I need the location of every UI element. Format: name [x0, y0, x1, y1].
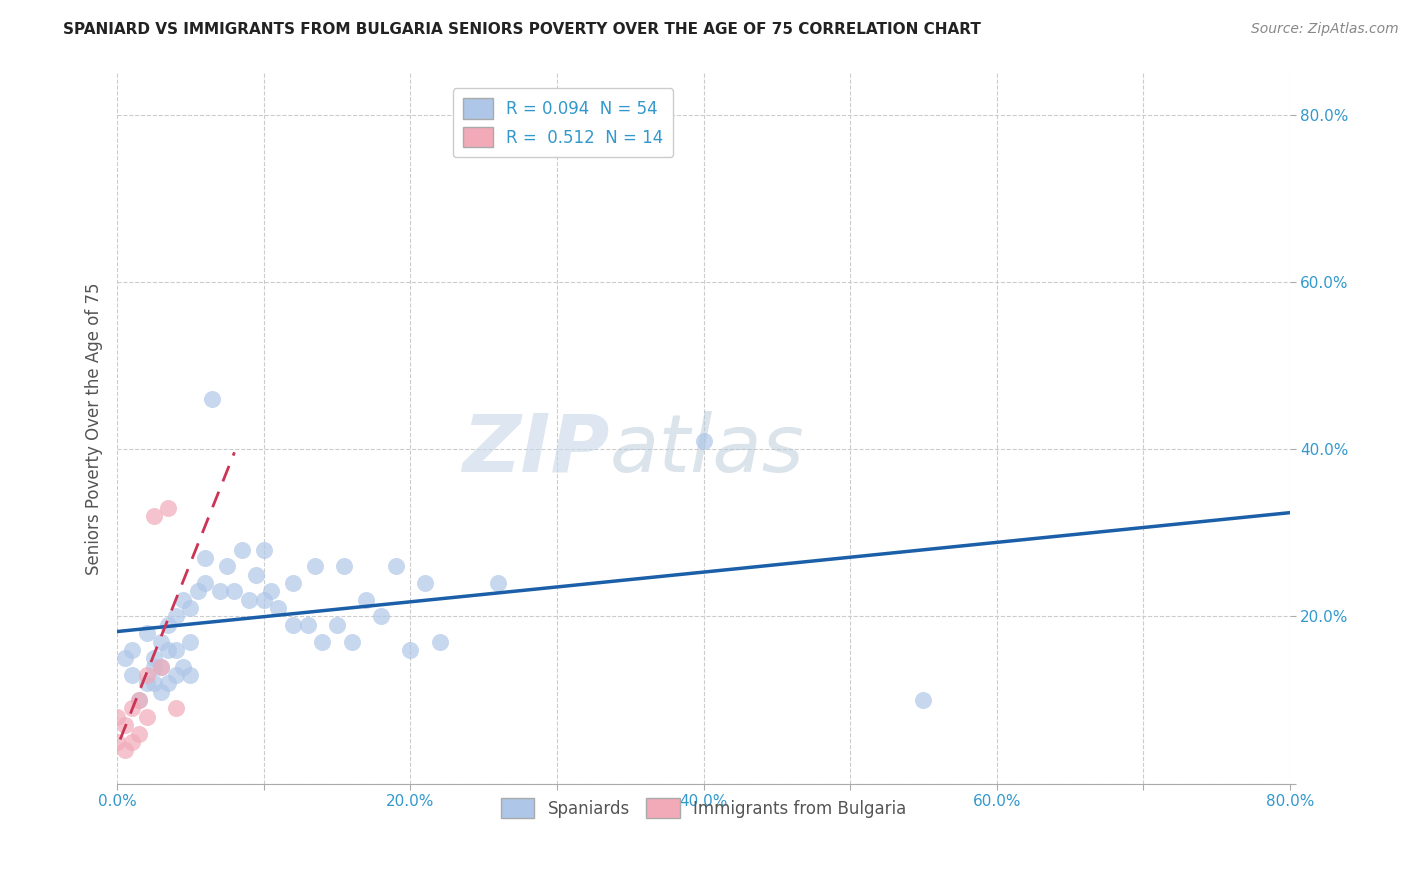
Point: [142, 659, 165, 673]
Point: [135, 668, 157, 682]
Point: [172, 659, 194, 673]
Point: [253, 592, 276, 607]
Point: [150, 634, 173, 648]
Point: [114, 651, 136, 665]
Point: [267, 601, 290, 615]
Point: [179, 668, 201, 682]
Point: [165, 643, 187, 657]
Point: [297, 618, 319, 632]
Point: [165, 668, 187, 682]
Point: [179, 634, 201, 648]
Point: [150, 659, 173, 673]
Point: [281, 576, 304, 591]
Point: [105, 710, 128, 724]
Point: [304, 559, 326, 574]
Point: [121, 643, 143, 657]
Point: [128, 693, 150, 707]
Point: [245, 567, 267, 582]
Point: [311, 634, 333, 648]
Point: [121, 668, 143, 682]
Point: [486, 576, 509, 591]
Point: [260, 584, 283, 599]
Point: [253, 542, 276, 557]
Point: [157, 618, 180, 632]
Text: SPANIARD VS IMMIGRANTS FROM BULGARIA SENIORS POVERTY OVER THE AGE OF 75 CORRELAT: SPANIARD VS IMMIGRANTS FROM BULGARIA SEN…: [63, 22, 981, 37]
Point: [429, 634, 451, 648]
Point: [333, 559, 356, 574]
Point: [157, 643, 180, 657]
Point: [121, 735, 143, 749]
Y-axis label: Seniors Poverty Over the Age of 75: Seniors Poverty Over the Age of 75: [86, 282, 103, 574]
Point: [157, 676, 180, 690]
Point: [413, 576, 436, 591]
Point: [194, 551, 217, 566]
Point: [172, 592, 194, 607]
Point: [128, 693, 150, 707]
Point: [217, 559, 239, 574]
Point: [912, 693, 935, 707]
Point: [399, 643, 422, 657]
Text: atlas: atlas: [610, 410, 804, 489]
Point: [105, 735, 128, 749]
Point: [135, 676, 157, 690]
Point: [224, 584, 246, 599]
Legend: Spaniards, Immigrants from Bulgaria: Spaniards, Immigrants from Bulgaria: [494, 791, 912, 825]
Point: [165, 609, 187, 624]
Point: [340, 634, 363, 648]
Text: ZIP: ZIP: [463, 410, 610, 489]
Point: [121, 701, 143, 715]
Point: [326, 618, 349, 632]
Text: Source: ZipAtlas.com: Source: ZipAtlas.com: [1251, 22, 1399, 37]
Point: [114, 743, 136, 757]
Point: [142, 651, 165, 665]
Point: [179, 601, 201, 615]
Point: [356, 592, 378, 607]
Point: [114, 718, 136, 732]
Point: [157, 500, 180, 515]
Point: [692, 434, 714, 448]
Point: [384, 559, 406, 574]
Point: [150, 685, 173, 699]
Point: [370, 609, 392, 624]
Point: [128, 726, 150, 740]
Point: [187, 584, 209, 599]
Point: [135, 710, 157, 724]
Point: [281, 618, 304, 632]
Point: [238, 592, 260, 607]
Point: [142, 676, 165, 690]
Point: [201, 392, 224, 406]
Point: [142, 509, 165, 524]
Point: [150, 659, 173, 673]
Point: [208, 584, 231, 599]
Point: [135, 626, 157, 640]
Point: [231, 542, 253, 557]
Point: [165, 701, 187, 715]
Point: [194, 576, 217, 591]
